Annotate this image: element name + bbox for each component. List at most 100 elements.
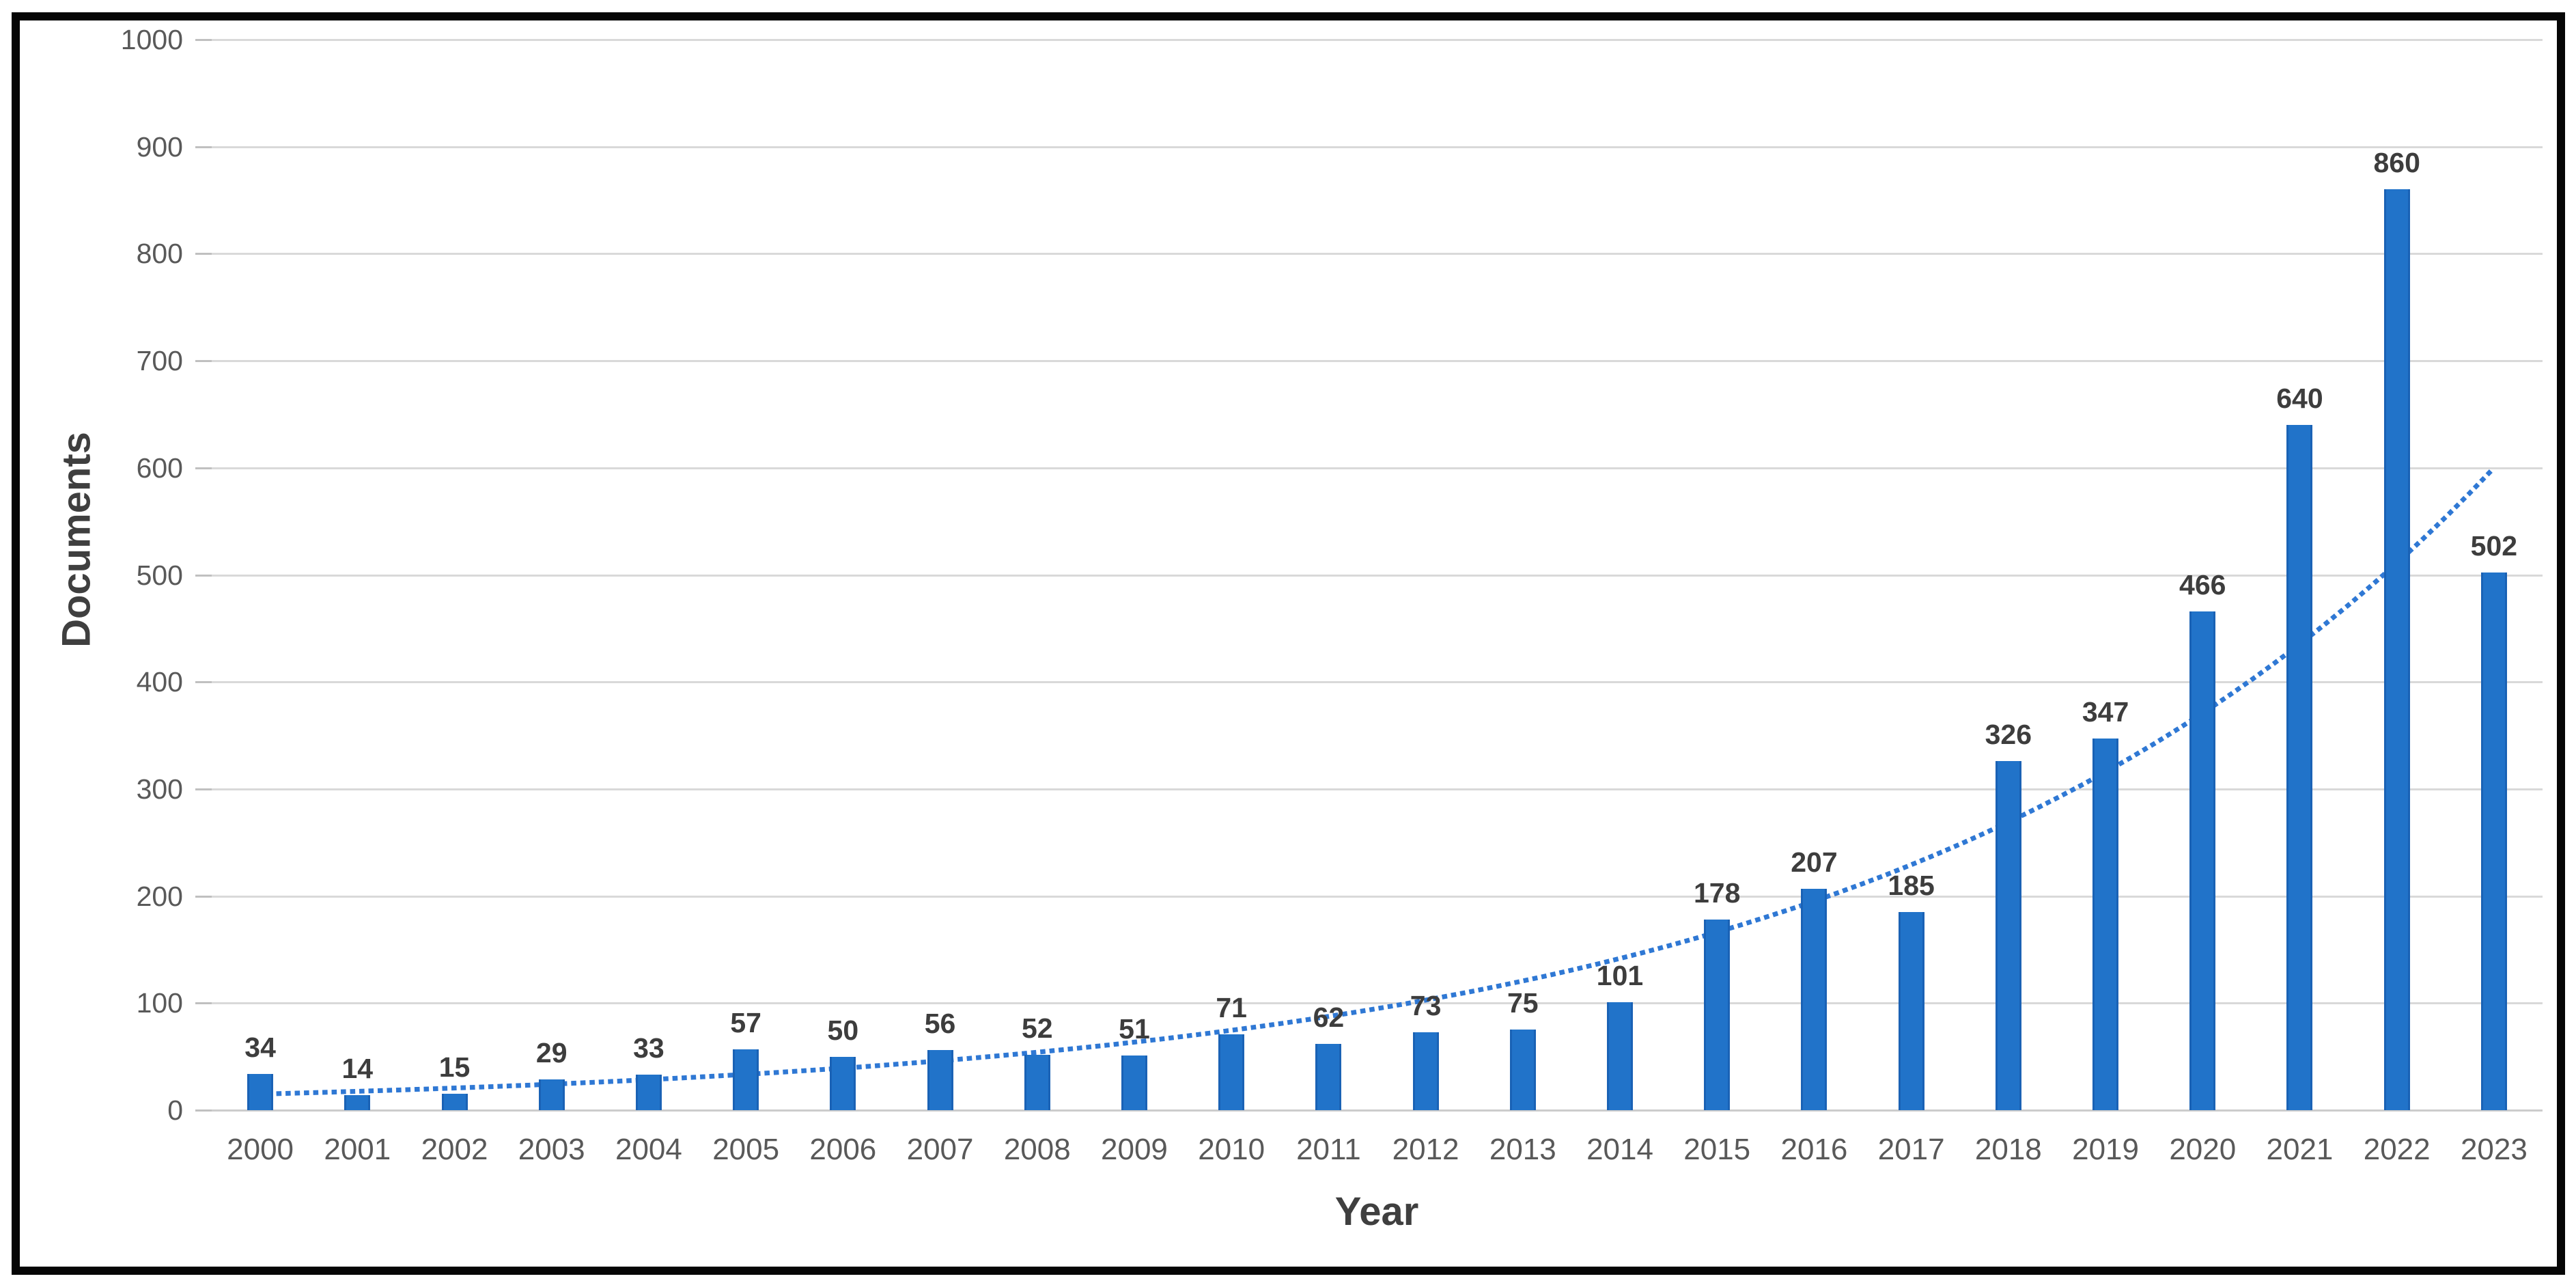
- data-label-2022: 860: [2373, 147, 2420, 179]
- y-tick-mark-1000: [195, 39, 212, 41]
- bar-2007: [927, 1050, 953, 1110]
- x-tick-label-2005: 2005: [712, 1133, 780, 1166]
- x-axis-title: Year: [1334, 1189, 1419, 1234]
- bar-2004: [635, 1075, 662, 1110]
- y-tick-label-700: 700: [136, 345, 183, 377]
- bar-2006: [830, 1056, 856, 1110]
- data-label-2002: 15: [438, 1051, 471, 1084]
- x-tick-label-2002: 2002: [421, 1133, 488, 1166]
- data-label-2011: 62: [1313, 1001, 1345, 1033]
- bar-2014: [1607, 1002, 1634, 1110]
- gridline-400: [212, 681, 2543, 684]
- plot-area: [212, 39, 2543, 1112]
- x-tick-label-2014: 2014: [1586, 1133, 1653, 1166]
- y-tick-mark-400: [195, 681, 212, 684]
- data-label-2016: 207: [1791, 846, 1838, 878]
- gridline-1000: [212, 39, 2543, 41]
- bar-2003: [538, 1079, 565, 1110]
- y-tick-label-0: 0: [167, 1094, 183, 1126]
- data-label-2004: 33: [633, 1032, 664, 1064]
- x-tick-label-2013: 2013: [1489, 1133, 1556, 1166]
- data-label-2015: 178: [1694, 877, 1741, 909]
- data-label-2005: 57: [730, 1006, 761, 1038]
- x-tick-label-2008: 2008: [1003, 1133, 1071, 1166]
- data-label-2017: 185: [1888, 870, 1935, 902]
- bar-2015: [1704, 920, 1731, 1110]
- trendline-path: [257, 464, 2497, 1097]
- x-tick-label-2021: 2021: [2266, 1133, 2334, 1166]
- bar-2020: [2189, 611, 2216, 1110]
- data-label-2008: 52: [1021, 1012, 1053, 1044]
- x-tick-label-2011: 2011: [1296, 1133, 1361, 1166]
- y-tick-label-200: 200: [136, 880, 183, 912]
- y-tick-mark-900: [195, 146, 212, 148]
- bar-2013: [1509, 1030, 1536, 1110]
- x-tick-label-2017: 2017: [1877, 1133, 1945, 1166]
- data-label-2003: 29: [535, 1036, 568, 1068]
- x-tick-label-2018: 2018: [1974, 1133, 2042, 1166]
- y-tick-label-900: 900: [136, 130, 183, 163]
- x-tick-label-2007: 2007: [906, 1133, 974, 1166]
- x-tick-label-2006: 2006: [809, 1133, 877, 1166]
- bar-2011: [1315, 1043, 1342, 1110]
- y-tick-mark-800: [195, 253, 212, 256]
- bar-2019: [2092, 739, 2119, 1110]
- y-tick-mark-600: [195, 467, 212, 469]
- y-tick-mark-100: [195, 1002, 212, 1005]
- data-label-2006: 50: [827, 1014, 859, 1046]
- x-tick-label-2015: 2015: [1683, 1133, 1751, 1166]
- x-tick-label-2001: 2001: [324, 1133, 391, 1166]
- data-label-2001: 14: [341, 1053, 374, 1085]
- y-tick-label-1000: 1000: [120, 24, 183, 55]
- data-label-2020: 466: [2179, 568, 2226, 601]
- y-tick-label-600: 600: [136, 452, 183, 484]
- data-label-2014: 101: [1596, 959, 1644, 991]
- y-tick-mark-0: [195, 1109, 212, 1112]
- bar-2002: [441, 1094, 468, 1110]
- x-tick-label-2020: 2020: [2169, 1133, 2237, 1166]
- data-label-2012: 73: [1410, 989, 1442, 1021]
- x-tick-label-2003: 2003: [518, 1133, 585, 1166]
- y-tick-label-100: 100: [136, 987, 183, 1019]
- bar-2010: [1218, 1034, 1245, 1110]
- y-tick-label-500: 500: [136, 559, 183, 591]
- bar-2012: [1412, 1032, 1439, 1110]
- data-label-2009: 51: [1119, 1013, 1150, 1045]
- data-label-2000: 34: [244, 1031, 276, 1063]
- gridline-200: [212, 895, 2543, 898]
- y-tick-mark-200: [195, 895, 212, 898]
- gridline-500: [212, 574, 2543, 577]
- bar-2016: [1801, 888, 1828, 1110]
- gridline-600: [212, 467, 2543, 469]
- y-tick-mark-300: [195, 788, 212, 790]
- y-tick-label-800: 800: [136, 238, 183, 270]
- bar-2000: [247, 1073, 274, 1110]
- bar-2001: [344, 1095, 371, 1110]
- data-label-2021: 640: [2276, 383, 2323, 415]
- bar-2023: [2480, 572, 2507, 1110]
- bar-2018: [1995, 761, 2021, 1110]
- data-label-2018: 326: [1985, 719, 2032, 751]
- gridline-100: [212, 1002, 2543, 1005]
- data-label-2007: 56: [924, 1008, 956, 1040]
- x-tick-label-2004: 2004: [615, 1133, 682, 1166]
- x-tick-label-2016: 2016: [1780, 1133, 1848, 1166]
- y-tick-mark-500: [195, 574, 212, 577]
- y-tick-mark-700: [195, 360, 212, 363]
- bar-2008: [1024, 1054, 1050, 1110]
- x-tick-label-2009: 2009: [1101, 1133, 1168, 1166]
- bar-2009: [1121, 1056, 1147, 1110]
- bar-2017: [1898, 912, 1924, 1110]
- data-label-2023: 502: [2470, 530, 2518, 562]
- data-label-2013: 75: [1507, 987, 1539, 1019]
- x-tick-label-2000: 2000: [227, 1133, 294, 1166]
- gridline-900: [212, 146, 2543, 148]
- exponential-trendline: [257, 464, 2497, 1097]
- data-label-2010: 71: [1216, 991, 1247, 1023]
- x-tick-label-2023: 2023: [2460, 1133, 2528, 1166]
- y-tick-label-400: 400: [136, 666, 183, 698]
- gridline-800: [212, 253, 2543, 256]
- gridline-0: [212, 1109, 2543, 1112]
- x-tick-label-2012: 2012: [1392, 1133, 1459, 1166]
- gridline-700: [212, 360, 2543, 363]
